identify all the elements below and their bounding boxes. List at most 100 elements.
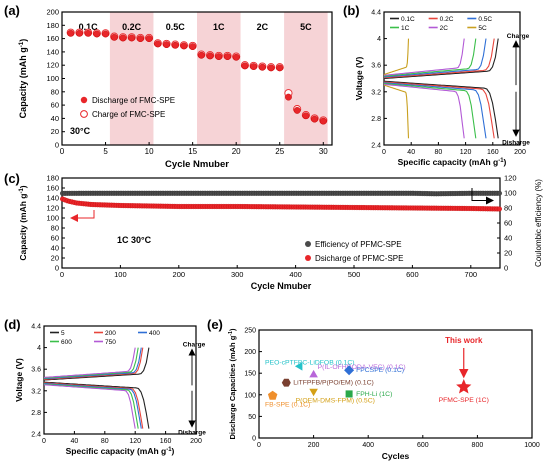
panel-a-y-tick-label: 80 — [51, 87, 59, 96]
panel-a-discharge-point — [224, 53, 231, 60]
panel-a-discharge-point — [258, 63, 266, 71]
panel-a-discharge-point — [319, 117, 327, 125]
panel-d-legend-label: 750 — [105, 339, 116, 346]
panel-c-y-tick-label: 80 — [51, 224, 59, 233]
panel-c-y2-tick-label: 40 — [504, 234, 512, 243]
panel-e-point — [281, 378, 291, 387]
panel-a-x-tick-label: 25 — [275, 147, 284, 156]
panel-b: 0 40 80 120 160 200 2.4 2.8 3.2 3.6 4 4.4 0.1C 0.2C 0.… — [343, 3, 530, 167]
panel-a-discharge-point — [128, 34, 136, 42]
panel-a-discharge-point — [145, 35, 153, 42]
panel-c-y-tick-label: 140 — [46, 194, 59, 203]
panel-c-y-tick-label: 20 — [51, 254, 59, 263]
panel-b-discharge-curve — [383, 83, 465, 139]
panel-a-x-tick-label: 5 — [103, 147, 108, 156]
panel-a-y-tick-label: 100 — [46, 74, 59, 83]
panel-d-x-tick-label: 160 — [160, 438, 172, 445]
panel-e-y-axis-title: Discharge Capacities (mAh g-1) — [228, 328, 237, 439]
panel-b-y-tick-label: 3.6 — [371, 63, 381, 70]
panel-a-x-tick-label: 10 — [145, 147, 154, 156]
panel-e-x-tick-label: 200 — [308, 442, 320, 449]
panel-e-point-label: FPCSPE (0.1C) — [356, 367, 404, 374]
panel-b-legend-label: 0.1C — [401, 16, 415, 23]
panel-e-point — [456, 379, 472, 394]
panel-a-discharge-point — [241, 62, 249, 70]
panel-c-x-tick-label: 600 — [406, 270, 419, 279]
panel-a-panel-letter: (a) — [4, 3, 20, 18]
panel-a-discharge-point — [276, 64, 284, 72]
panel-b-x-tick-label: 80 — [435, 149, 443, 156]
panel-d-discharge-curve — [43, 382, 142, 429]
panel-a-discharge-point — [180, 42, 188, 50]
panel-e-x-tick-label: 1000 — [524, 442, 540, 449]
panel-b-legend-label: 2C — [440, 25, 449, 32]
panel-d-y-tick-label: 2.8 — [31, 410, 41, 417]
panel-d-charge-curve — [43, 347, 139, 379]
panel-d-y-tick-label: 4.4 — [31, 324, 41, 331]
panel-e-y-tick-label: 200 — [244, 349, 256, 356]
panel-a-rate-label: 0.5C — [166, 22, 186, 32]
panel-c-y-tick-label: 160 — [46, 184, 59, 193]
panel-e-point-label: P(IL-OFHDODA-VEC) (0.1C) — [318, 364, 406, 371]
panel-b-charge-label: Charge — [507, 33, 530, 40]
panel-e-x-tick-label: 0 — [257, 442, 261, 449]
panel-c-y-tick-label: 180 — [46, 174, 59, 183]
panel-a-rate-label: 2C — [257, 22, 269, 32]
panel-e-callout-label: This work — [445, 336, 483, 345]
panel-c-x-tick-label: 400 — [289, 270, 302, 279]
panel-e-point — [267, 390, 278, 400]
panel-b-charge-curve — [383, 38, 495, 79]
panel-a-discharge-point — [163, 41, 170, 48]
panel-a-rate-label: 0.2C — [122, 22, 142, 32]
panel-b-discharge-curve — [383, 84, 410, 139]
panel-d-discharge-curve — [43, 381, 150, 429]
panel-c-left-axis-arrow — [70, 210, 95, 222]
panel-a-y-axis-title: Capacity (mAh g-1) — [18, 39, 29, 119]
panel-b-legend-label: 0.2C — [440, 16, 454, 23]
panel-c-y-tick-label: 60 — [51, 234, 59, 243]
panel-a-y-tick-label: 60 — [51, 101, 59, 110]
panel-c-y2-tick-label: 0 — [504, 264, 508, 273]
panel-a-discharge-point — [215, 53, 223, 60]
panel-c-x-tick-label: 700 — [465, 270, 478, 279]
panel-a: 0.1C 0.2C 0.5C 1C 2C 5C 0 5 10 15 20 25 30 0 20 40 60 80 1… — [4, 3, 333, 170]
panel-c-y-axis-title: Capacity (mAh g-1) — [18, 185, 28, 260]
panel-d-x-tick-label: 200 — [190, 438, 202, 445]
panel-a-x-tick-label: 20 — [232, 147, 241, 156]
panel-e-x-axis-title: Cycles — [382, 451, 410, 461]
panel-d-discharge-curve — [43, 382, 144, 429]
panel-d-panel-letter: (d) — [4, 317, 21, 332]
panel-b-discharge-label: Disharge — [502, 139, 530, 146]
panel-c-x-axis-title: Cycle Nmuber — [251, 281, 312, 291]
panel-c-y-tick-label: 120 — [46, 204, 59, 213]
panel-a-rate-label: 0.1C — [79, 22, 99, 32]
panel-a-discharge-point — [206, 52, 214, 60]
panel-a-discharge-point — [76, 29, 83, 37]
panel-b-discharge-curve — [383, 82, 487, 139]
panel-a-discharge-point — [250, 63, 258, 70]
panel-e-point-label: P(OEM-DMS-FPM) (0.5C) — [296, 397, 375, 404]
panel-e-point — [309, 388, 318, 397]
panel-c-y2-tick-label: 100 — [504, 189, 517, 198]
panel-c-y2-tick-label: 120 — [504, 174, 517, 183]
panel-d-legend-label: 600 — [61, 339, 72, 346]
panel-b-y-tick-label: 3.2 — [371, 89, 381, 96]
panel-b-discharge-curve — [383, 83, 477, 139]
panel-d-legend-label: 200 — [105, 330, 116, 337]
panel-b-charge-curve — [383, 38, 465, 76]
panel-a-y-tick-label: 160 — [46, 34, 59, 43]
panel-c-y2-tick-label: 80 — [504, 204, 512, 213]
panel-b-legend-label: 1C — [401, 25, 410, 32]
panel-c-y-tick-label: 0 — [55, 264, 59, 273]
panel-e-panel-letter: (e) — [207, 317, 223, 332]
panel-e-plot-frame — [258, 329, 533, 439]
panel-b-legend-label: 5C — [478, 25, 487, 32]
panel-a-discharge-point — [136, 35, 144, 42]
panel-e-y-tick-label: 150 — [244, 371, 256, 378]
panel-d-charge-label: Charge — [183, 341, 206, 348]
panel-d-discharge-curve — [43, 383, 139, 429]
panel-b-x-axis-title: Specific capacity (mAh g-1) — [398, 157, 507, 167]
panel-e-point-label: PFMC-SPE (1C) — [439, 397, 489, 404]
panel-d-discharge-curve — [43, 384, 136, 429]
